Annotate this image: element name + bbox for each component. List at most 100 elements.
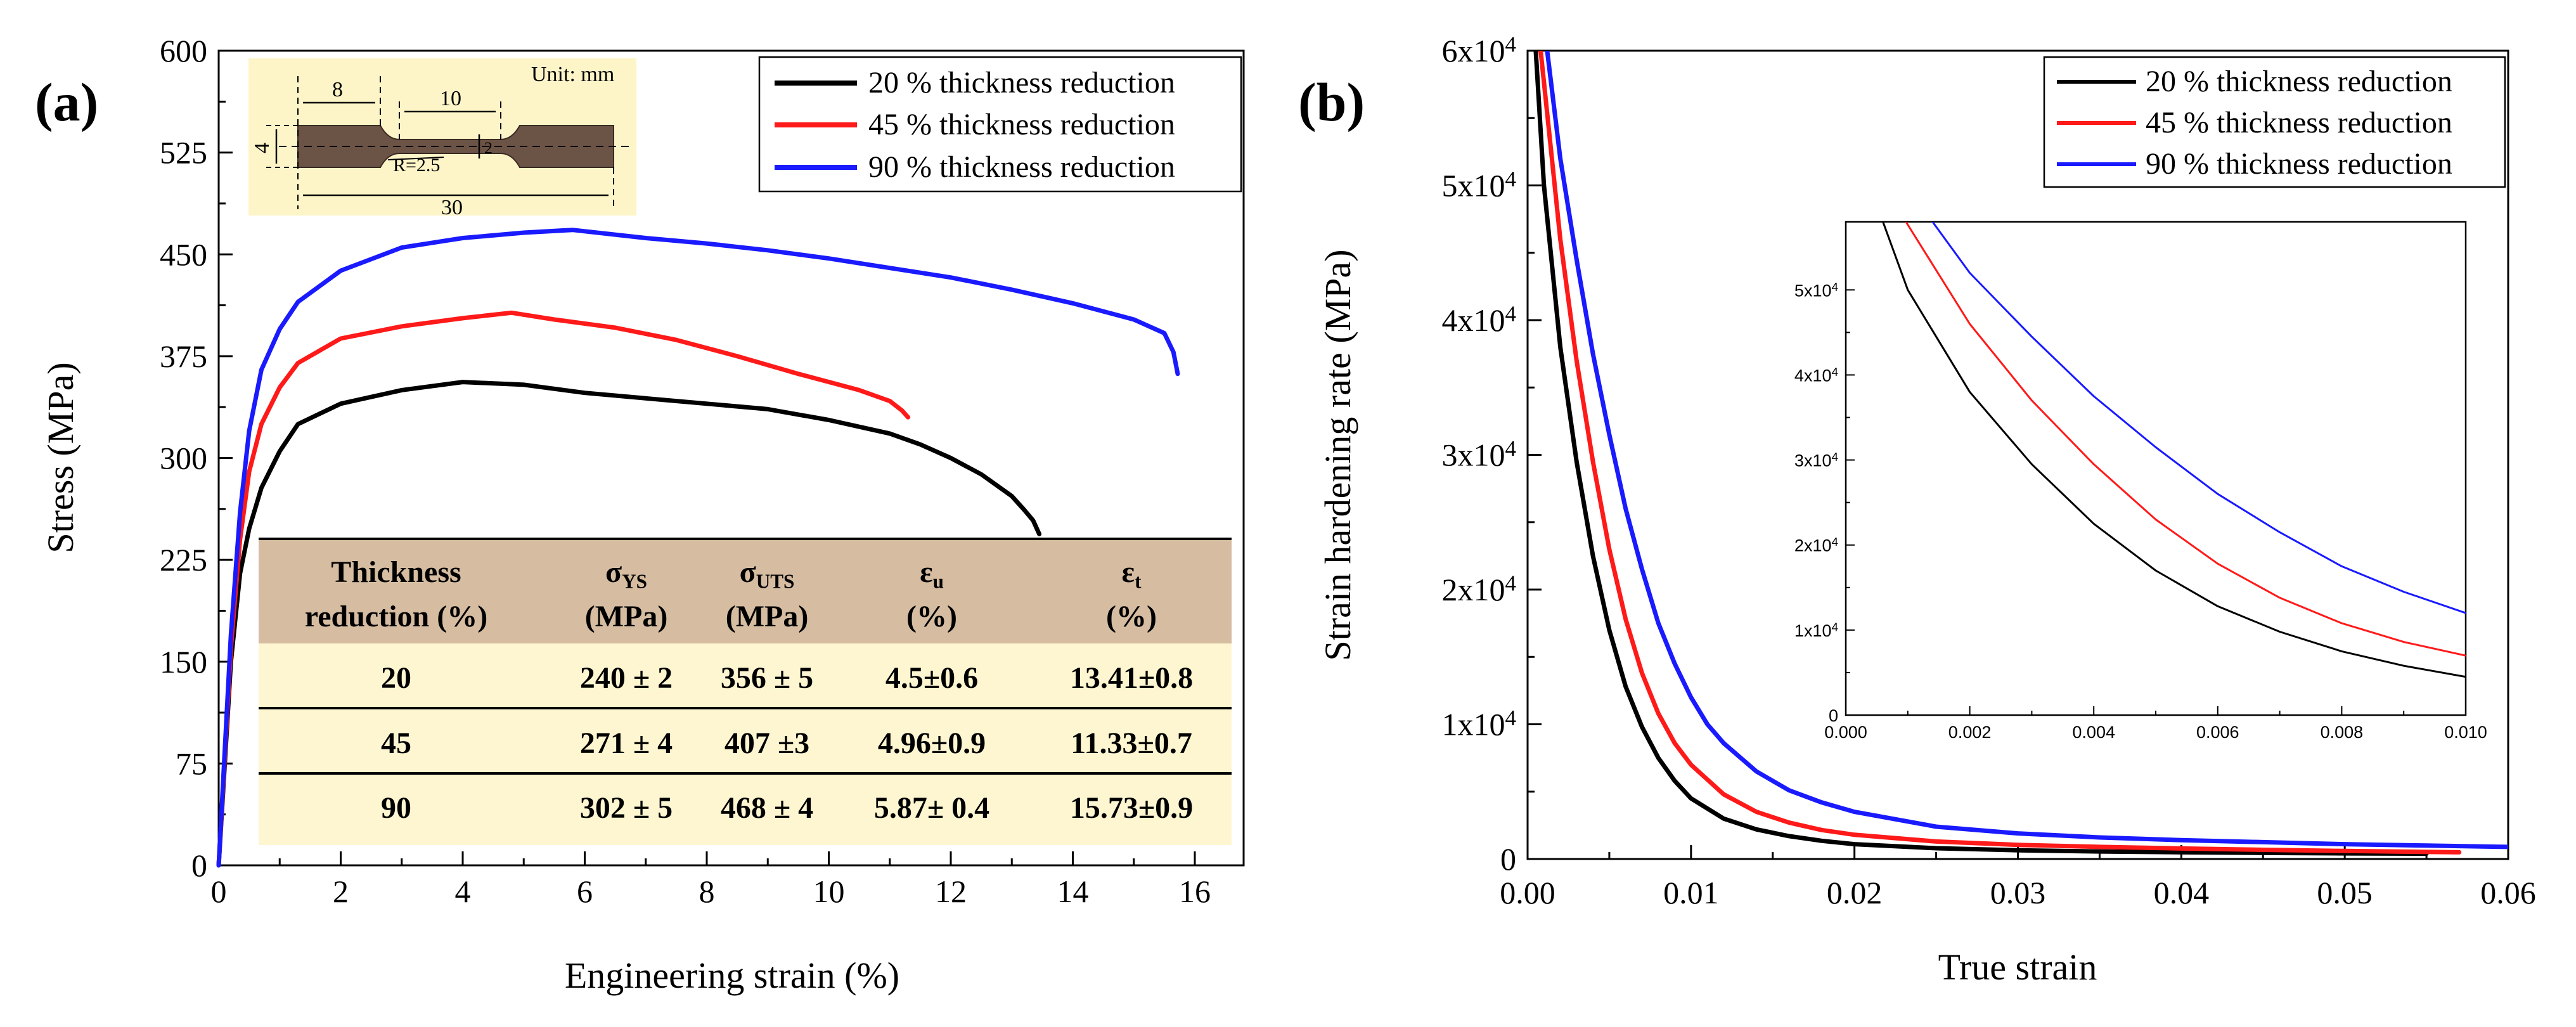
table-header-3-unit: (%)	[906, 600, 957, 633]
inset-x-tick-label: 0.006	[2196, 723, 2239, 742]
table-cell-r2-c1: 302 ± 5	[580, 791, 673, 825]
table-header-0-unit: reduction (%)	[305, 600, 487, 633]
panel-a-y-tick-label: 600	[160, 33, 207, 68]
table-header-3: εu	[920, 555, 944, 592]
panel-b: (b) 0.00 0.01 0.02 0.03 0.04 0.05 0.06 0 1x104 2x…	[1298, 32, 2536, 988]
specimen-dim-30: 30	[441, 196, 463, 219]
table-cell-r1-c2: 407 ±3	[724, 727, 809, 760]
panel-a-x-tick-label: 4	[455, 874, 471, 909]
panel-b-label: (b)	[1298, 72, 1365, 132]
table-cell-r2-c2: 468 ± 4	[721, 791, 813, 825]
panel-a-series-2	[216, 228, 1180, 868]
table-header-2-unit: (MPa)	[726, 600, 809, 633]
legend-a-45: 45 % thickness reduction	[868, 108, 1175, 141]
panel-a-label: (a)	[35, 72, 98, 132]
table-header-4: εt	[1122, 555, 1142, 592]
panel-a-x-tick-label: 14	[1057, 874, 1089, 909]
panel-a-y-tick-label: 300	[160, 441, 207, 476]
table-cell-r1-c3: 4.96±0.9	[878, 727, 986, 760]
panel-b-x-tick-label: 0.03	[1990, 875, 2046, 910]
panel-a-y-tick-label: 375	[160, 339, 207, 374]
legend-b-20: 20 % thickness reduction	[2146, 65, 2452, 98]
panel-b-x-tick-label: 0.06	[2480, 875, 2536, 910]
panel-b-x-tick-label: 0.02	[1827, 875, 1883, 910]
inset-series-1	[1905, 222, 2466, 657]
panel-a-legend: 20 % thickness reduction 45 % thickness …	[758, 56, 1242, 193]
table-cell-r1-c0: 45	[381, 727, 411, 760]
panel-b-y-tick-label: 6x104	[1442, 32, 1517, 68]
panel-a-x-axis-title: Engineering strain (%)	[565, 955, 899, 996]
panel-b-x-tick-label: 0.01	[1663, 875, 1719, 910]
specimen-dim-2: 2	[484, 139, 493, 157]
panel-b-y-axis-title: Strain hardening rate (MPa)	[1317, 249, 1358, 661]
table-cell-r0-c3: 4.5±0.6	[886, 661, 978, 695]
panel-b-y-tick-label: 1x104	[1442, 706, 1517, 742]
panel-a-x-tick-label: 10	[813, 874, 845, 909]
specimen-unit-label: Unit: mm	[531, 63, 614, 86]
panel-a-series-1	[216, 310, 911, 868]
specimen-dim-radius: R=2.5	[393, 155, 440, 176]
inset-x-tick-label: 0.008	[2321, 723, 2364, 742]
inset-y-tick-label: 0	[1829, 706, 1838, 725]
panel-b-x-axis-title: True strain	[1938, 946, 2097, 988]
table-cell-r0-c2: 356 ± 5	[721, 661, 813, 695]
panel-b-x-tick-label: 0.04	[2154, 875, 2210, 910]
specimen-dim-8: 8	[332, 78, 343, 101]
panel-a-series-0	[216, 380, 1042, 868]
table-header-4-unit: (%)	[1106, 600, 1157, 633]
legend-b-45: 45 % thickness reduction	[2146, 106, 2452, 139]
panel-a-x-tick-label: 2	[333, 874, 349, 909]
panel-b-legend: 20 % thickness reduction 45 % thickness …	[2043, 56, 2506, 188]
panel-b-y-tick-label: 5x104	[1442, 167, 1517, 203]
panel-b-y-tick-label: 2x104	[1442, 571, 1517, 607]
table-cell-r2-c4: 15.73±0.9	[1070, 791, 1193, 825]
table-cell-r0-c1: 240 ± 2	[580, 661, 673, 695]
panel-b-series-0	[1533, 51, 2429, 856]
specimen-inset: Unit: mm 8 10 4 2 R=2.5 30	[248, 58, 636, 219]
panel-a-y-tick-label: 450	[160, 236, 207, 272]
panel-b-x-tick-label: 0.00	[1500, 875, 1555, 910]
inset-series-0	[1882, 222, 2466, 678]
panel-b-y-tick-label: 3x104	[1442, 436, 1517, 473]
panel-b-series-1	[1538, 51, 2462, 855]
inset-y-tick-label: 3x104	[1794, 451, 1838, 470]
inset-y-tick-label: 1x104	[1794, 621, 1838, 640]
panel-a: (a) Unit: mm 8 10 4 2 R=2.5 30	[35, 33, 1245, 996]
panel-a-x-tick-label: 12	[935, 874, 967, 909]
inset-x-tick-label: 0.010	[2444, 723, 2487, 742]
panel-b-inset: 0.000 0.002 0.004 0.006 0.008 0.010 0 1x104 2x10…	[1794, 221, 2487, 742]
inset-x-tick-label: 0.000	[1824, 723, 1867, 742]
panel-b-y-tick-label: 4x104	[1442, 301, 1517, 338]
legend-b-90: 90 % thickness reduction	[2146, 147, 2452, 181]
panel-a-x-tick-label: 8	[699, 874, 715, 909]
table-header-1-unit: (MPa)	[585, 600, 668, 633]
table-cell-r2-c0: 90	[381, 791, 411, 825]
table-header-1: σYS	[605, 555, 647, 592]
inset-y-tick-label: 4x104	[1794, 366, 1838, 385]
panel-a-y-tick-label: 75	[176, 746, 207, 781]
table-cell-r2-c3: 5.87± 0.4	[874, 791, 989, 825]
panel-a-x-tick-label: 16	[1179, 874, 1211, 909]
legend-a-90: 90 % thickness reduction	[868, 150, 1175, 184]
table-cell-r1-c4: 11.33±0.7	[1071, 727, 1192, 760]
table-header-2: σUTS	[740, 555, 795, 592]
inset-y-tick-label: 5x104	[1794, 281, 1838, 300]
panel-b-series-2	[1545, 51, 2508, 849]
table-header-0: Thickness	[331, 555, 461, 589]
table-cell-r0-c0: 20	[381, 661, 411, 695]
panel-a-x-tick-label: 6	[577, 874, 593, 909]
inset-series-2	[1931, 222, 2466, 614]
table-cell-r1-c1: 271 ± 4	[580, 727, 673, 760]
panel-a-x-tick-label: 0	[211, 874, 227, 909]
properties-table: Thickness reduction (%) σYS (MPa) σUTS (MPa) ε…	[259, 538, 1232, 845]
panel-a-y-axis-title: Stress (MPa)	[40, 362, 81, 553]
specimen-dim-4: 4	[250, 143, 274, 153]
panel-b-y-tick-label: 0	[1500, 841, 1516, 877]
inset-x-tick-label: 0.004	[2072, 723, 2115, 742]
panel-a-y-tick-label: 225	[160, 542, 207, 578]
panel-a-y-tick-label: 0	[191, 848, 207, 883]
panel-a-y-tick-label: 525	[160, 135, 207, 171]
inset-x-tick-label: 0.002	[1948, 723, 1992, 742]
specimen-dim-10: 10	[440, 87, 461, 110]
